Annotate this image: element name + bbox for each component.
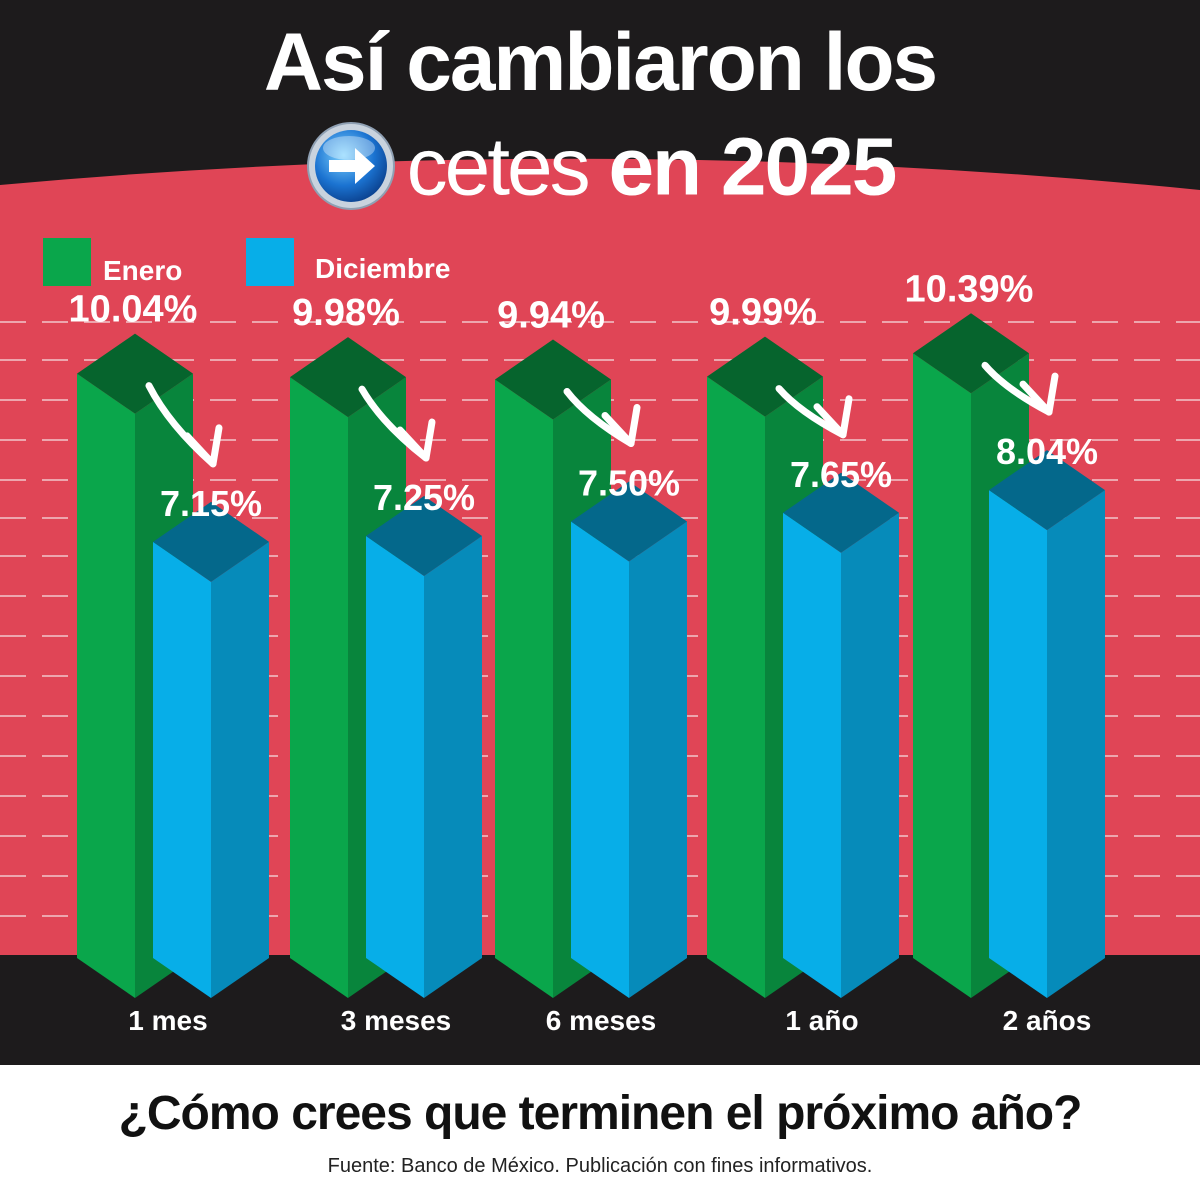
bar-diciembre <box>989 450 1105 998</box>
arrow-down-icon <box>775 385 853 439</box>
bar-diciembre <box>366 496 482 998</box>
value-label-diciembre: 7.25% <box>373 477 475 518</box>
legend-label-diciembre: Diciembre <box>315 253 450 284</box>
category-label: 1 año <box>785 1005 858 1036</box>
arrow-down-icon <box>981 361 1059 416</box>
value-label-enero: 9.99% <box>709 292 817 334</box>
value-label-diciembre: 7.50% <box>578 463 680 504</box>
value-label-enero: 9.98% <box>292 292 400 334</box>
title-line-1: Así cambiaron los <box>263 17 938 108</box>
header-band <box>0 0 1200 190</box>
value-label-diciembre: 8.04% <box>996 431 1098 472</box>
arrow-down-icon <box>358 385 436 462</box>
arrow-down-icon <box>145 382 223 468</box>
bar-diciembre <box>783 472 899 998</box>
legend-label-enero: Enero <box>103 255 182 286</box>
brand-name: cetes <box>406 121 591 213</box>
category-label: 2 años <box>1003 1005 1092 1036</box>
bar-diciembre <box>571 481 687 998</box>
category-labels-group: 1 mes 3 meses 6 meses 1 año 2 años <box>128 1005 1091 1036</box>
category-label: 3 meses <box>341 1005 452 1036</box>
source-note: Fuente: Banco de México. Publicación con… <box>327 1155 873 1177</box>
value-label-enero: 10.04% <box>69 289 198 331</box>
legend-swatch-diciembre <box>246 238 294 286</box>
legend: Enero Diciembre <box>43 238 450 286</box>
value-label-enero: 9.94% <box>497 294 605 336</box>
arrow-right-circle-icon <box>305 120 397 226</box>
title-year: en 2025 <box>608 121 897 213</box>
value-labels-group: 10.04% 7.15% 9.98% 7.25% 9.94% 7.50% 9.99% 7.65… <box>69 268 1098 524</box>
category-label: 1 mes <box>128 1005 207 1036</box>
bars-group <box>77 313 1105 998</box>
legend-swatch-enero <box>43 238 91 286</box>
arrows-group <box>145 361 1059 468</box>
value-label-diciembre: 7.15% <box>160 483 262 524</box>
category-label: 6 meses <box>546 1005 657 1036</box>
arrow-down-icon <box>563 387 641 447</box>
bar-diciembre <box>153 501 269 998</box>
value-label-diciembre: 7.65% <box>790 454 892 495</box>
closing-question: ¿Cómo crees que terminen el próximo año? <box>118 1087 1083 1140</box>
value-label-enero: 10.39% <box>905 268 1034 310</box>
title-line-2: cetes en 2025 <box>0 120 1200 226</box>
